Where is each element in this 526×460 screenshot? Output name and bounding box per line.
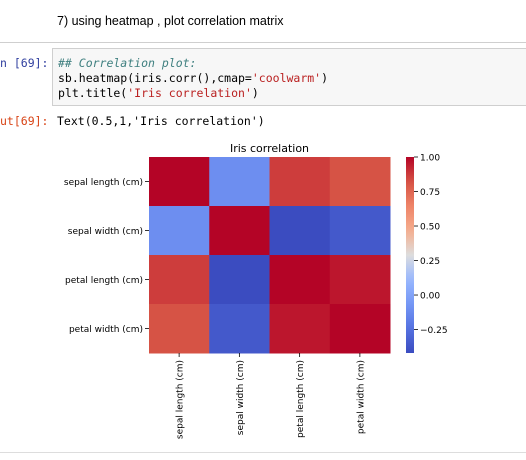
cell-bottom-border: [0, 452, 526, 453]
y-tick-label: sepal width (cm): [68, 227, 143, 237]
y-tick-label: petal length (cm): [65, 276, 143, 286]
heatmap-cell: [149, 304, 210, 354]
code-line-heatmap: sb.heatmap(iris.corr(),cmap='coolwarm'): [58, 71, 329, 85]
markdown-text: 7) using heatmap , plot correlation matr…: [57, 14, 284, 28]
heatmap-cell: [329, 255, 391, 305]
heatmap-cell: [149, 157, 210, 207]
code-line-title: plt.title('Iris correlation'): [58, 86, 259, 100]
heatmap-cell: [269, 206, 331, 256]
heatmap-cell: [209, 255, 270, 305]
code-input-area[interactable]: ## Correlation plot: sb.heatmap(iris.cor…: [52, 48, 526, 106]
x-tick-label: sepal width (cm): [236, 360, 246, 435]
heatmap-cell: [329, 304, 391, 354]
chart-title: Iris correlation: [230, 142, 309, 155]
x-tick-label: sepal length (cm): [176, 360, 186, 439]
output-prompt: ut[69]:: [0, 114, 49, 128]
heatmap-cell: [269, 255, 331, 305]
y-tick-label: sepal length (cm): [64, 178, 143, 188]
heatmap-cell: [269, 157, 331, 207]
colorbar: [406, 157, 414, 353]
colorbar-tick-label: 0.50: [420, 223, 440, 233]
heatmap-cell: [329, 206, 391, 256]
input-prompt: n [69]:: [0, 56, 49, 70]
heatmap-cell: [329, 157, 391, 207]
colorbar-tick-label: 0.25: [420, 257, 440, 267]
heatmap-cell: [209, 304, 270, 354]
heatmap-cell: [209, 157, 270, 207]
y-tick-label: petal width (cm): [69, 325, 143, 335]
heatmap-cell: [149, 255, 210, 305]
colorbar-tick-label: 0.00: [420, 292, 440, 302]
heatmap-cell: [209, 206, 270, 256]
colorbar-tick-label: 1.00: [420, 154, 440, 164]
code-line-comment: ## Correlation plot:: [58, 56, 197, 70]
colorbar-tick-label: 0.75: [420, 188, 440, 198]
x-tick-label: petal length (cm): [296, 360, 306, 438]
colorbar-tick-label: −0.25: [420, 326, 448, 336]
heatmap-cell: [149, 206, 210, 256]
cell-separator: [0, 42, 526, 43]
heatmap-cell: [269, 304, 331, 354]
output-text: Text(0.5,1,'Iris correlation'): [57, 114, 265, 128]
x-tick-label: petal width (cm): [356, 360, 366, 434]
